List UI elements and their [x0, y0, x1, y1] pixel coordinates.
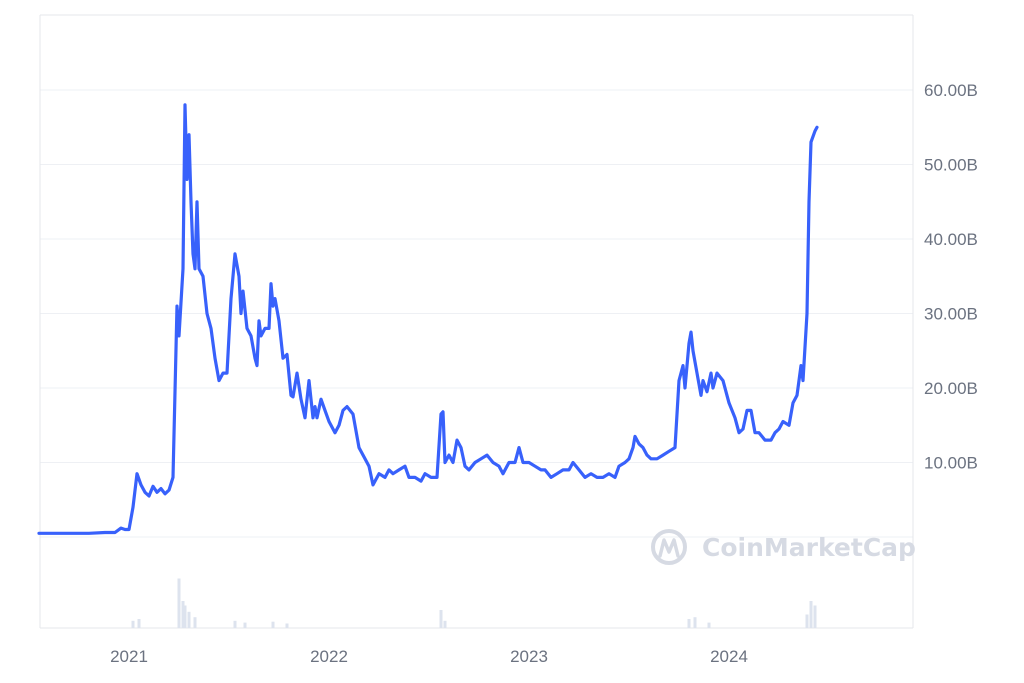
volume-bar: [687, 619, 691, 628]
volume-bar: [187, 611, 191, 628]
coinmarketcap-watermark: CoinMarketCap: [651, 529, 916, 565]
volume-bar: [271, 621, 275, 628]
volume-bar: [693, 617, 697, 628]
watermark-text: CoinMarketCap: [702, 533, 916, 562]
y-tick-label: 30.00B: [924, 305, 978, 324]
volume-bar: [285, 623, 289, 628]
volume-bar: [443, 620, 447, 628]
y-tick-label: 50.00B: [924, 156, 978, 175]
y-axis-ticks: 60.00B 50.00B 40.00B 30.00B 20.00B 10.00B: [924, 81, 978, 473]
coinmarketcap-logo-icon: [651, 529, 687, 565]
x-axis-ticks: 2021 2022 2023 2024: [110, 647, 748, 666]
volume-bar: [805, 614, 809, 628]
x-tick-label: 2022: [310, 647, 348, 666]
volume-bar: [137, 619, 141, 628]
x-tick-label: 2024: [710, 647, 748, 666]
volume-bar: [233, 620, 237, 628]
volume-bar: [813, 605, 817, 628]
volume-bar: [181, 601, 185, 628]
x-tick-label: 2021: [110, 647, 148, 666]
x-tick-label: 2023: [510, 647, 548, 666]
volume-bar: [809, 601, 813, 628]
volume-bars: [131, 578, 817, 628]
volume-bar: [707, 622, 711, 628]
volume-bar: [243, 622, 247, 628]
volume-bar: [183, 605, 187, 628]
volume-bar: [193, 617, 197, 628]
y-tick-label: 20.00B: [924, 379, 978, 398]
grid-lines: [40, 89, 913, 538]
volume-bar: [439, 610, 443, 628]
y-tick-label: 40.00B: [924, 230, 978, 249]
y-tick-label: 60.00B: [924, 81, 978, 100]
volume-bar: [177, 578, 181, 628]
series-line-layer: [37, 103, 819, 535]
volume-bar: [131, 620, 135, 628]
series-line: [37, 103, 819, 535]
y-tick-label: 10.00B: [924, 454, 978, 473]
